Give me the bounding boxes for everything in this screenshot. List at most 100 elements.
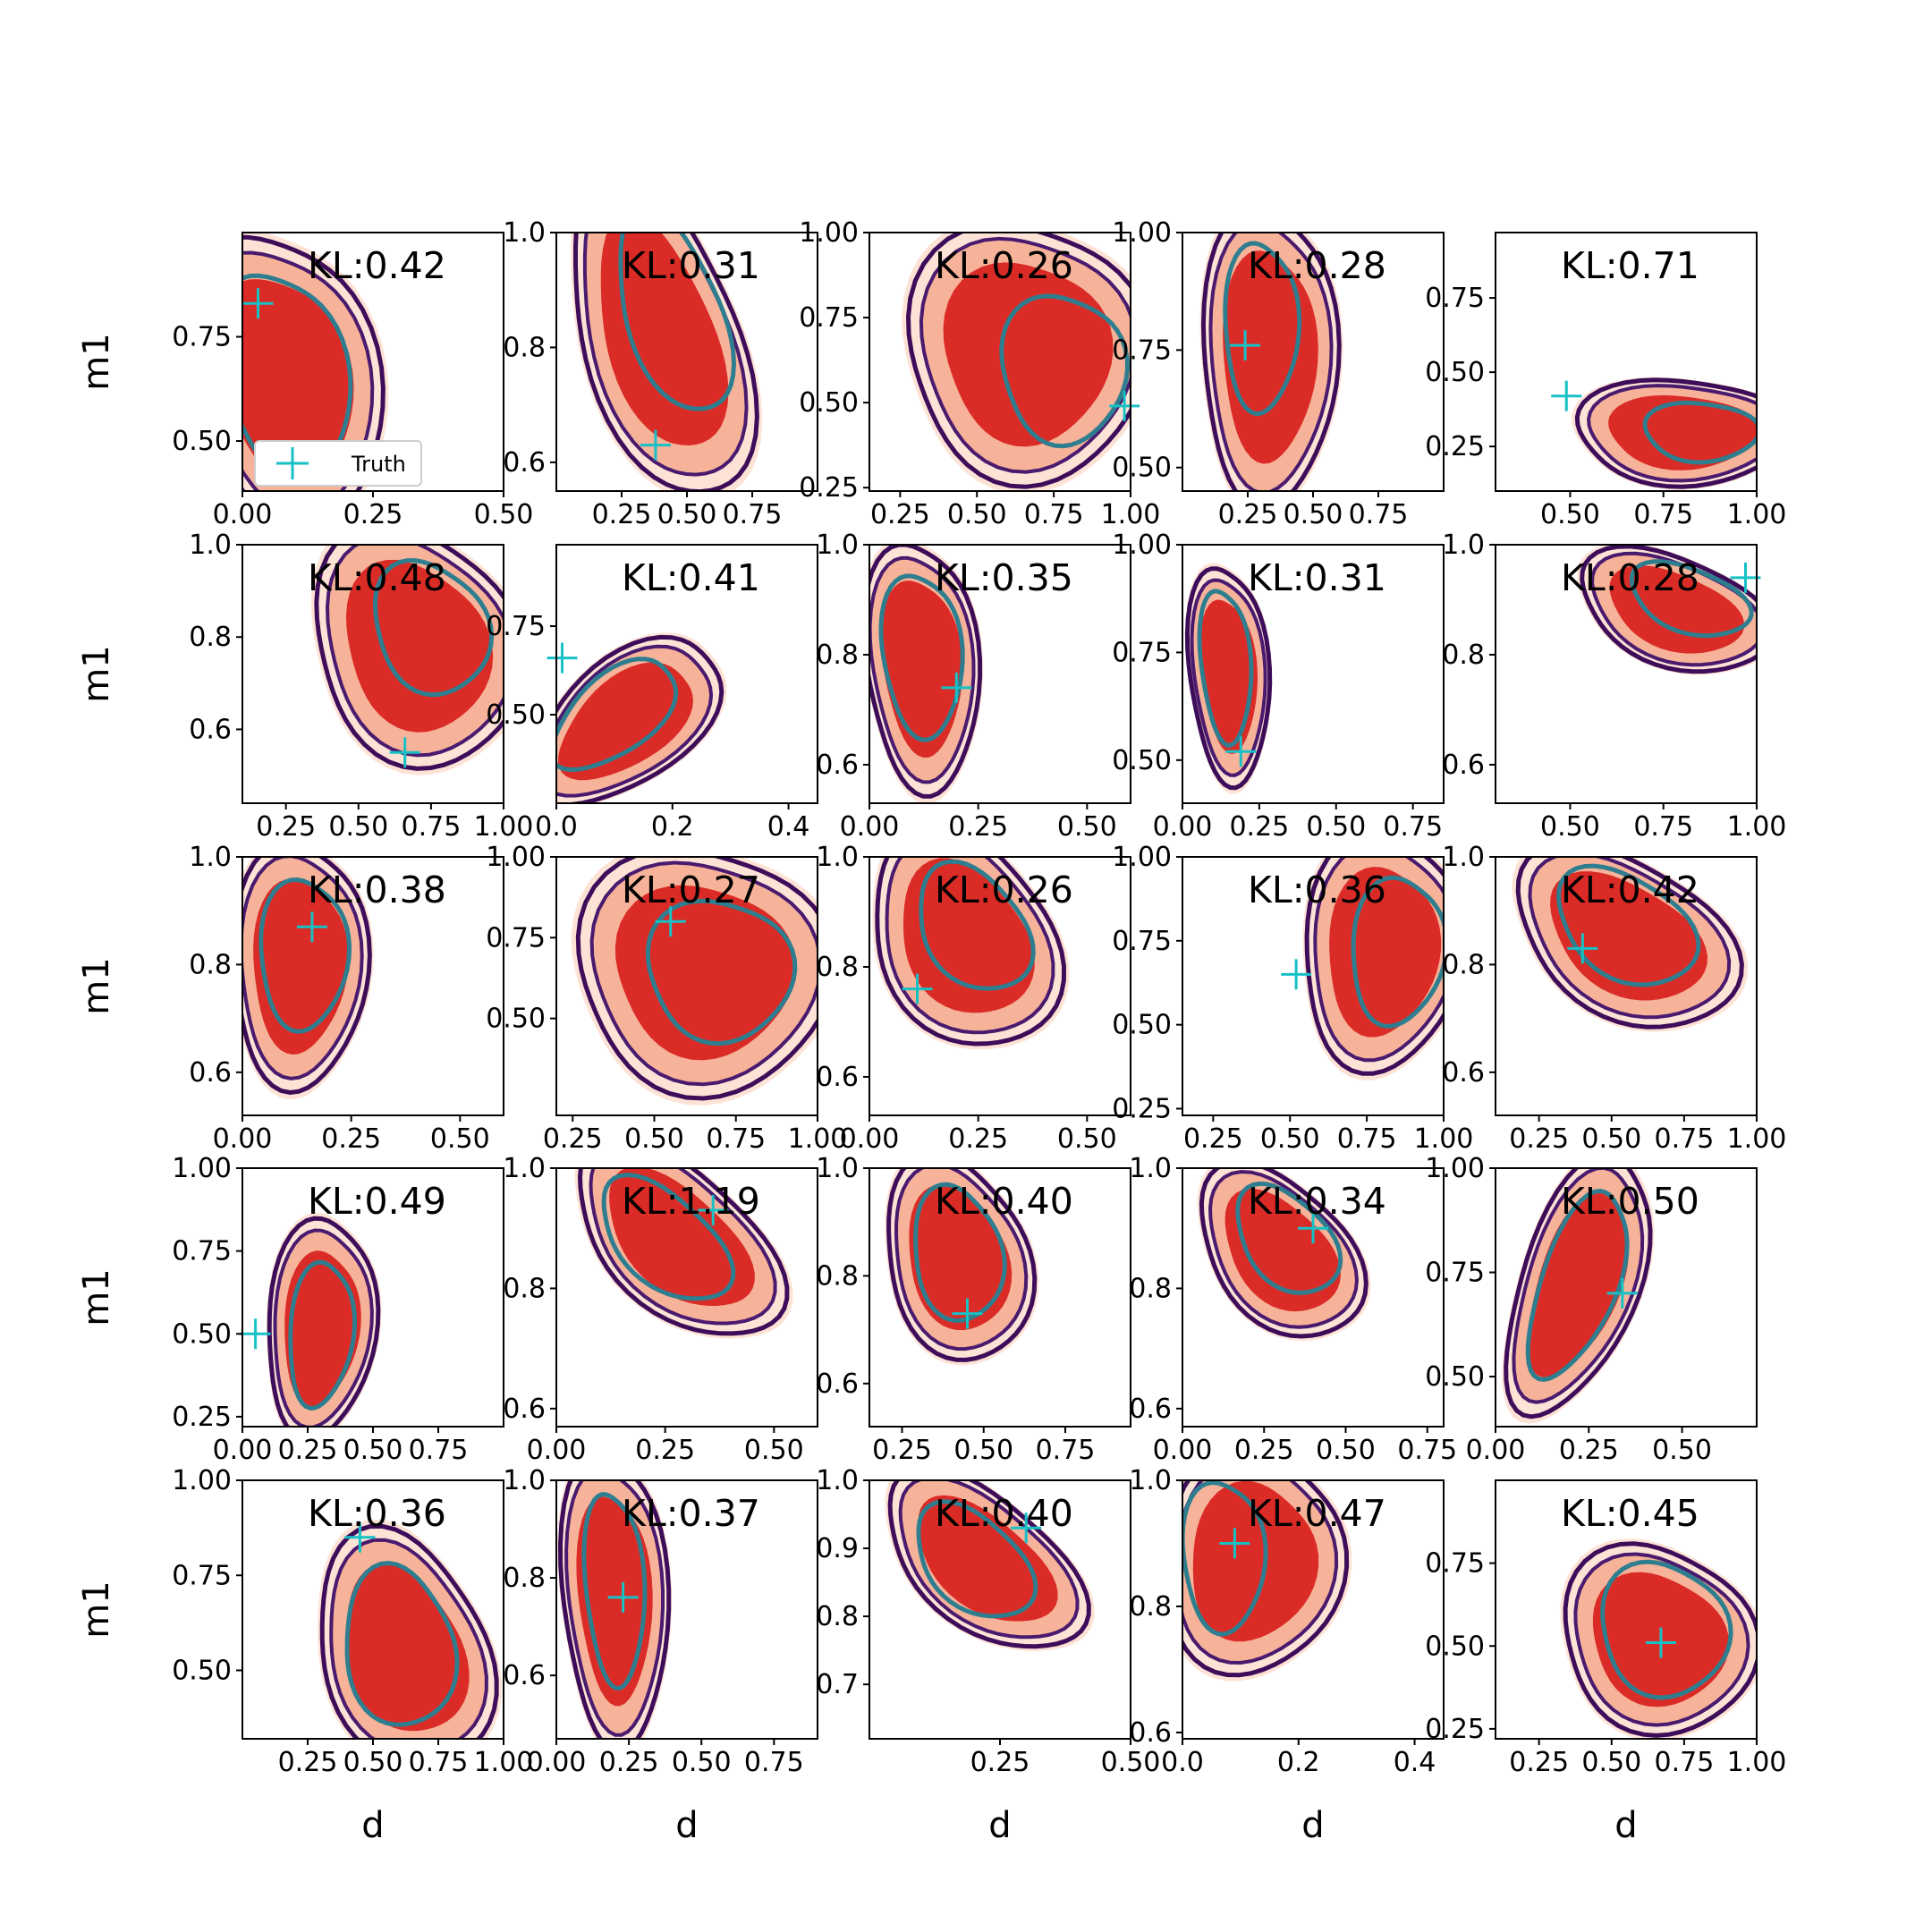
x-tick-label: 1.00: [788, 1123, 848, 1155]
plot-area: [242, 233, 389, 491]
truth-marker: [1567, 933, 1598, 964]
y-tick-label: 1.0: [816, 1153, 859, 1184]
x-tick-label: 1.00: [474, 811, 534, 843]
x-tick-label: 1.00: [474, 1747, 534, 1778]
contour-mid: [869, 555, 976, 784]
y-tick-label: 0.6: [503, 1394, 546, 1425]
kl-annotation: KL:0.40: [935, 1492, 1073, 1535]
contour-inner: [581, 1492, 648, 1690]
contour-inner: [1555, 863, 1701, 987]
plot-area: [557, 1480, 672, 1739]
density-fill-inner: [1224, 1188, 1341, 1312]
contour-inner: [1525, 1188, 1630, 1382]
y-tick-label: 0.8: [503, 1563, 546, 1594]
y-tick-label: 1.0: [503, 217, 546, 249]
truth-marker: [698, 1195, 729, 1226]
x-tick-label: 0.75: [1654, 1123, 1714, 1155]
x-tick-label: 0.25: [256, 811, 316, 843]
y-axis-label: m1: [76, 957, 117, 1014]
y-tick-label: 0.75: [172, 1560, 232, 1591]
x-tick-label: 0.75: [706, 1123, 766, 1155]
y-axis-label: m1: [76, 645, 117, 702]
plot-area: [571, 857, 818, 1106]
contour-mid: [564, 1480, 665, 1737]
kl-annotation: KL:0.40: [935, 1180, 1073, 1223]
axes-frame: [1182, 1167, 1445, 1428]
contour-mid: [1528, 857, 1732, 1020]
x-tick-label: 0.75: [1349, 499, 1409, 530]
subplot-13: 0.00 0.25 0.50 0.6 0.8 1.0 KL:0.26: [816, 842, 1131, 1155]
y-tick-label: 0.50: [799, 387, 859, 419]
x-tick-label: 0.75: [1654, 1747, 1714, 1778]
contour-inner: [919, 859, 1036, 991]
x-tick-label: 0.50: [430, 1123, 490, 1155]
plot-area: [267, 1212, 382, 1427]
density-fill-inner: [1199, 599, 1258, 754]
x-tick-label: 0.50: [1284, 499, 1343, 530]
x-tick-label: 1.00: [1727, 1747, 1787, 1778]
x-tick-label: 0.0: [1161, 1747, 1204, 1778]
x-tick-label: 0.25: [1183, 1123, 1243, 1155]
plot-area: [310, 545, 504, 775]
x-tick-label: 0.50: [328, 811, 388, 843]
y-tick-label: 1.0: [816, 1465, 859, 1496]
y-tick-label: 0.75: [1112, 335, 1172, 366]
density-fill-inner: [600, 233, 729, 445]
axes-frame: [1495, 544, 1758, 804]
subplot-8: 0.00 0.25 0.50 0.6 0.8 1.0 KL:0.35: [816, 530, 1131, 843]
contour-outer: [1504, 1168, 1653, 1419]
truth-marker: [547, 642, 578, 674]
truth-marker: [344, 1521, 376, 1553]
x-tick-label: 0.75: [1337, 1123, 1397, 1155]
plot-area: [902, 233, 1131, 491]
y-tick-label: 0.25: [1425, 1714, 1485, 1745]
kl-annotation: KL:1.19: [622, 1180, 760, 1223]
truth-marker: [242, 288, 274, 319]
contour-mid: [1587, 384, 1757, 483]
y-tick-label: 0.75: [1112, 637, 1172, 668]
density-fill-inner: [609, 1168, 755, 1306]
contour-outer: [557, 1480, 672, 1739]
kl-annotation: KL:0.71: [1561, 244, 1699, 287]
x-axis-label: d: [1301, 1805, 1324, 1846]
truth-marker: [640, 429, 671, 461]
contour-inner: [1642, 400, 1757, 465]
subplot-5: 0.50 0.75 1.00 0.25 0.50 0.75 KL:0.71: [1425, 232, 1787, 530]
kl-annotation: KL:0.45: [1561, 1492, 1699, 1535]
x-tick-label: 0.00: [527, 1747, 587, 1778]
truth-marker: [902, 973, 933, 1004]
truth-marker: [952, 1298, 983, 1329]
plot-area: [869, 545, 984, 803]
axes-frame: [869, 544, 1131, 804]
x-tick-label: 1.00: [1727, 499, 1787, 530]
y-tick-label: 0.75: [1425, 283, 1485, 314]
y-tick-label: 0.8: [1129, 1591, 1172, 1623]
x-tick-label: 0.25: [278, 1747, 338, 1778]
plot-area: [1184, 563, 1273, 794]
contour-inner: [601, 1172, 736, 1301]
truth-marker: [296, 911, 327, 943]
truth-marker: [1645, 1627, 1676, 1658]
x-tick-label: 0.75: [409, 1747, 469, 1778]
contour-inner: [288, 1259, 358, 1411]
density-fill-inner: [1527, 1192, 1629, 1377]
subplot-22: 0.00 0.25 0.50 0.75 0.6 0.8 1.0 KL:0.37 d: [503, 1465, 818, 1846]
axes-frame: [1495, 232, 1758, 492]
kl-annotation: KL:0.28: [1248, 244, 1386, 287]
subplot-11: 0.00 0.25 0.50 0.6 0.8 1.0 KL:0.38 m1: [76, 842, 504, 1155]
y-tick-label: 0.6: [816, 1062, 859, 1093]
kl-annotation: KL:0.36: [308, 1492, 446, 1535]
y-tick-label: 1.00: [172, 1153, 232, 1184]
y-tick-label: 0.75: [1112, 926, 1172, 957]
contour-inner: [1235, 1181, 1343, 1295]
contour-outer: [1574, 377, 1757, 489]
y-tick-label: 0.50: [486, 1004, 546, 1035]
x-tick-label: 0.00: [840, 811, 900, 843]
plot-area: [872, 857, 1070, 1050]
x-tick-label: 0.25: [278, 1435, 338, 1466]
axes-frame: [1495, 856, 1758, 1116]
contour-mid: [898, 1480, 1080, 1640]
contour-outer: [875, 857, 1067, 1046]
x-tick-label: 0.25: [1559, 1435, 1619, 1466]
truth-marker: [1298, 1213, 1328, 1244]
